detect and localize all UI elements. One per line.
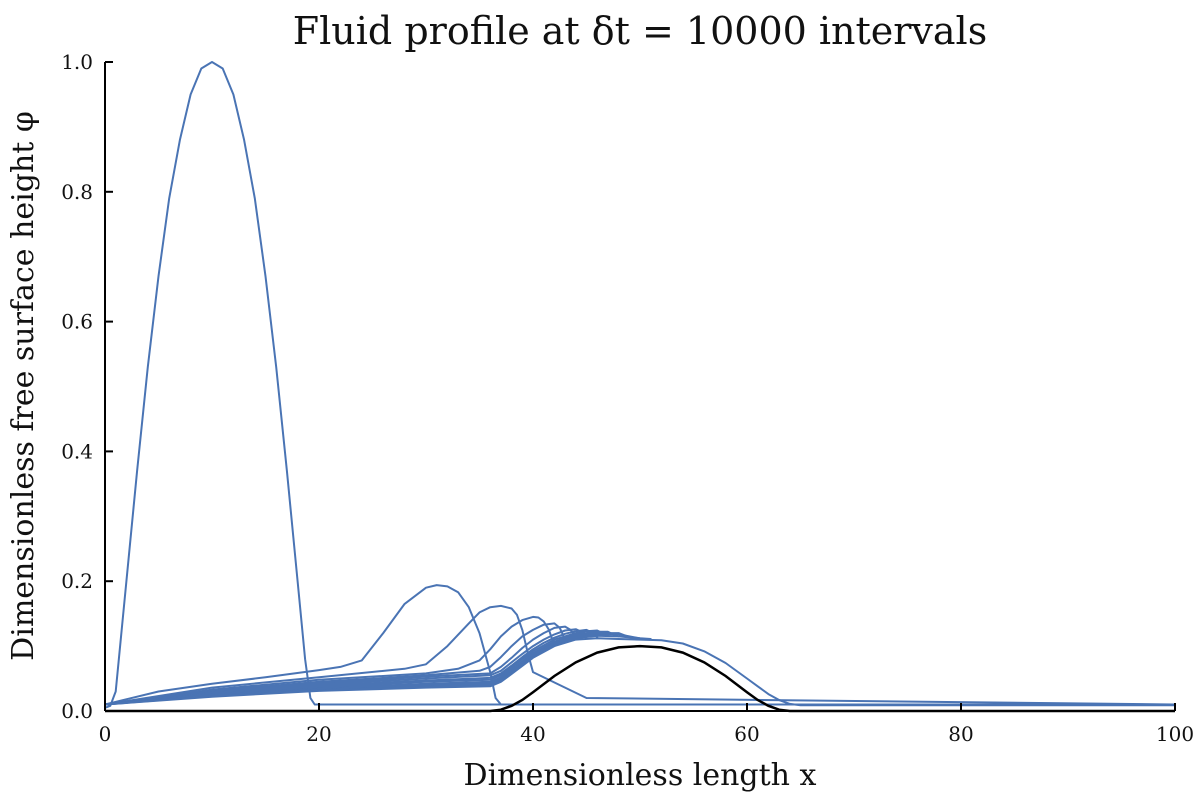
x-axis-label: Dimensionless length x (464, 758, 817, 793)
bed-group (105, 644, 1175, 713)
bed-topography-line (105, 644, 1175, 713)
x-tick-label: 100 (1156, 722, 1194, 746)
series-line-t1 (104, 584, 1176, 706)
y-tick-label: 0.6 (61, 310, 93, 334)
y-tick-label: 0.4 (61, 439, 93, 463)
y-tick-label: 0.2 (61, 569, 93, 593)
x-tick-label: 60 (734, 722, 759, 746)
series-line-t13 (104, 637, 1176, 707)
series-line-t3 (104, 615, 556, 706)
y-tick-label: 1.0 (61, 50, 93, 74)
series-line-t4 (104, 622, 567, 706)
series-line-t0 (104, 61, 1176, 709)
series-line-t5 (104, 625, 577, 706)
x-tick-label: 20 (306, 722, 331, 746)
y-axis-label: Dimensionless free surface height φ (6, 111, 41, 661)
series-line-t8 (104, 629, 609, 706)
x-tick-label: 40 (520, 722, 545, 746)
series-group (104, 61, 1176, 709)
y-tick-label: 0.8 (61, 180, 93, 204)
series-line-t7 (104, 628, 599, 706)
x-tick-label: 0 (99, 722, 112, 746)
series-line-t6 (104, 628, 588, 706)
chart-title: Fluid profile at δt = 10000 intervals (293, 9, 987, 53)
axes-group: 0 20 40 60 80 100 0.0 0.2 0.4 0.6 0.8 1.0 (61, 50, 1194, 746)
x-tick-label: 80 (948, 722, 973, 746)
y-tick-label: 0.0 (61, 699, 93, 723)
